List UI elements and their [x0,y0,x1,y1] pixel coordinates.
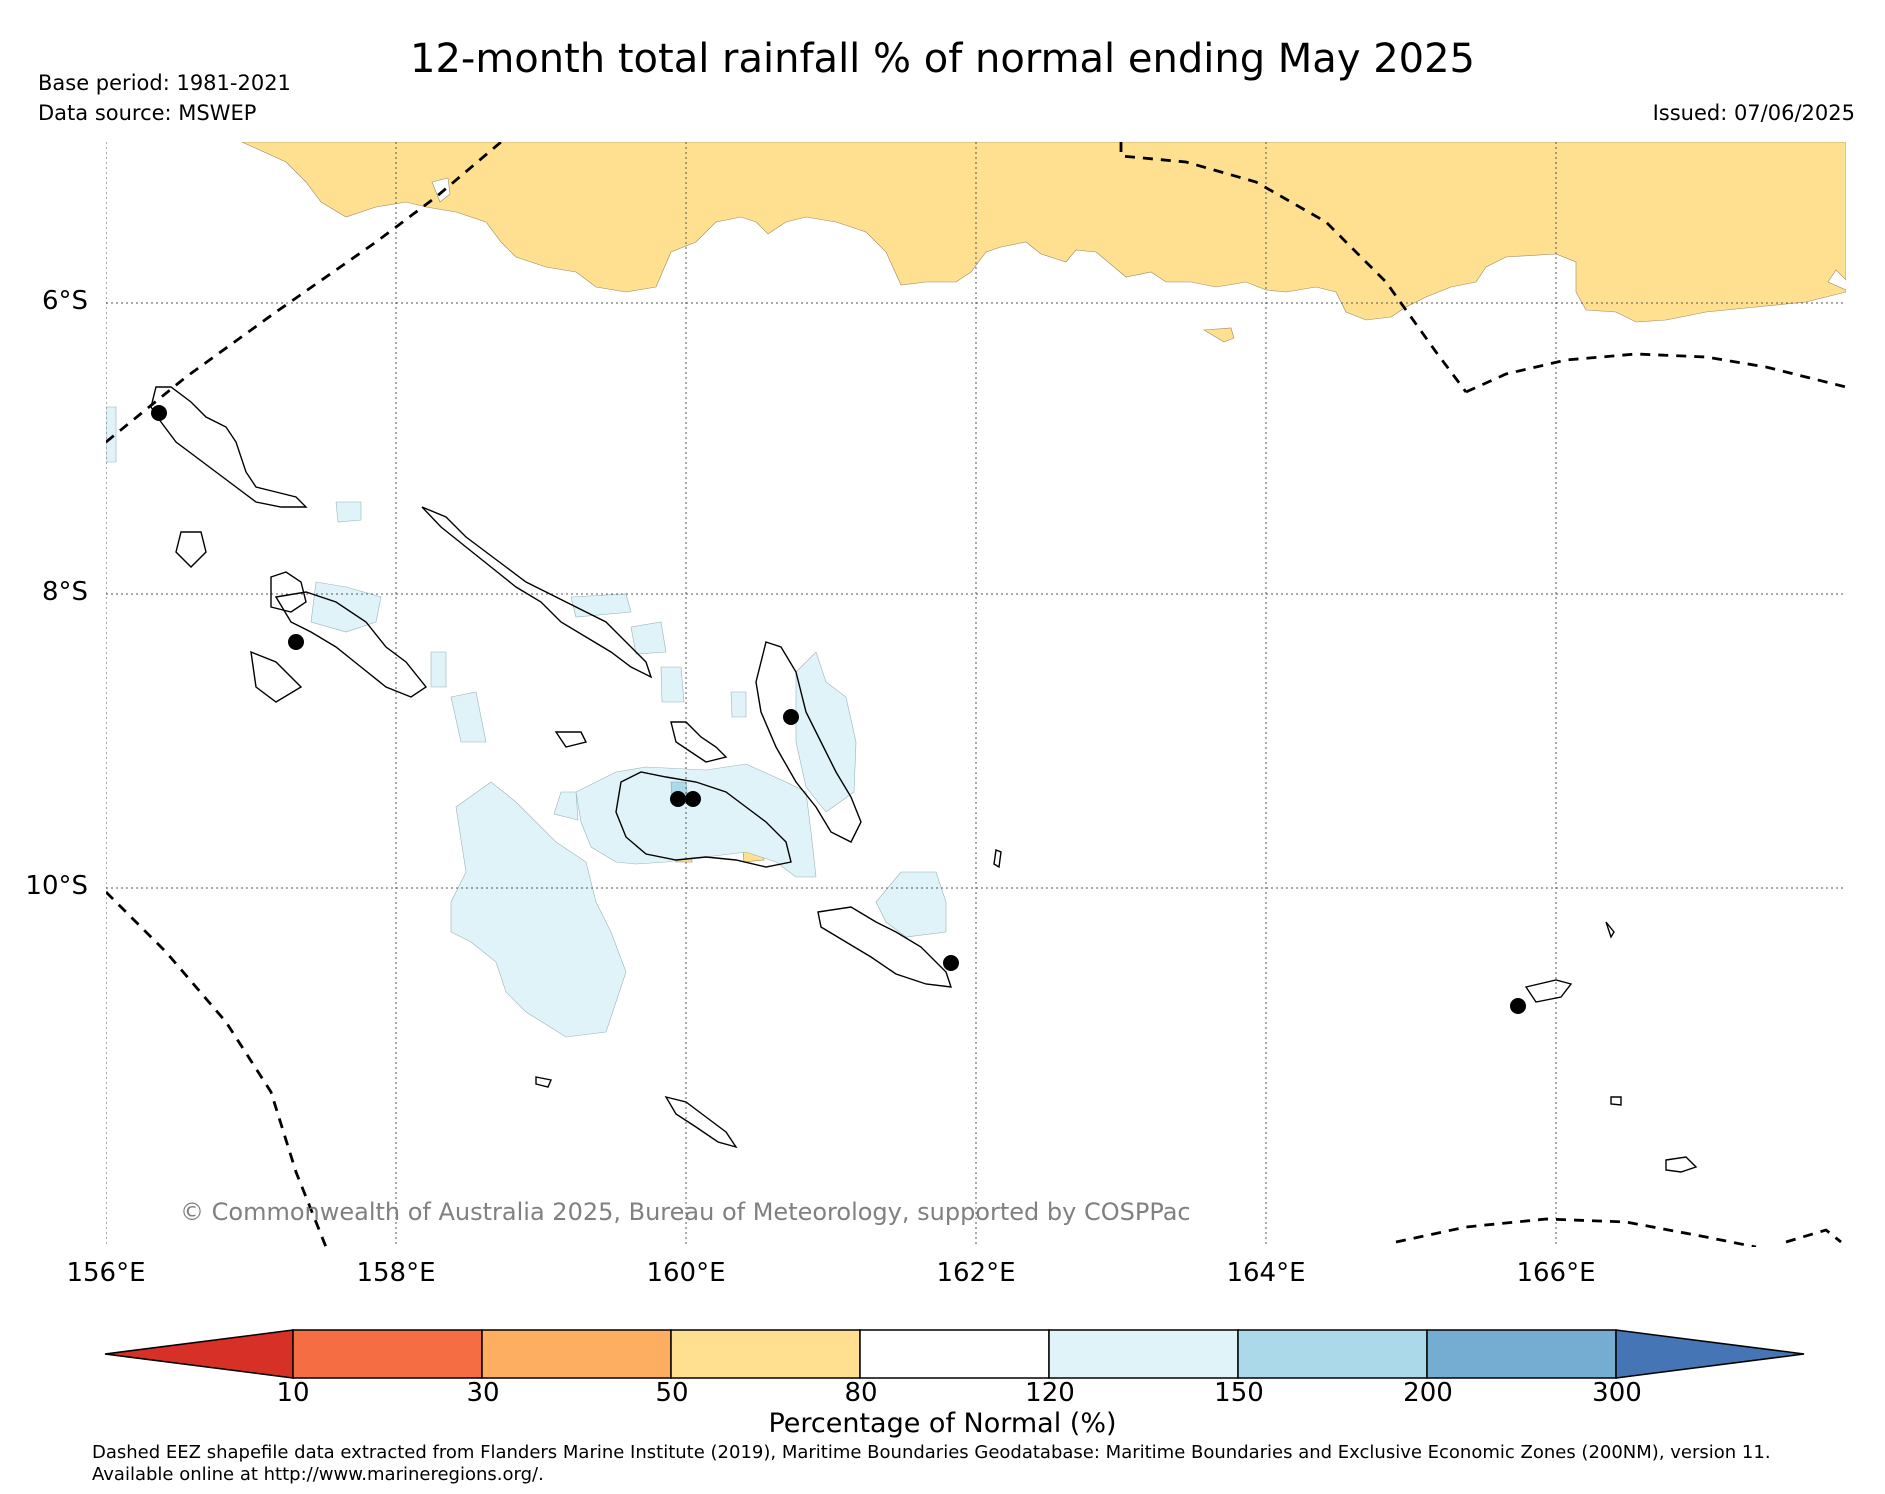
lat-label-10s: 10°S [25,871,88,901]
station-marker [943,955,959,971]
lon-label-164e: 164°E [1226,1258,1306,1288]
wet-region-w3 [570,593,632,618]
colorbar-tick-10: 10 [276,1378,310,1408]
wet-region-large [450,781,627,1038]
station-marker [151,405,167,421]
copyright-notice: © Commonwealth of Australia 2025, Bureau… [180,1198,1191,1226]
wet-region-w7 [430,651,447,688]
colorbar-tick-50: 50 [655,1378,689,1408]
colorbar-segment [1237,1329,1428,1379]
wet-region-center [575,763,817,878]
colorbar-label: Percentage of Normal (%) [768,1408,1117,1439]
colorbar-tick-150: 150 [1214,1378,1264,1408]
base-period: Base period: 1981-2021 [38,71,291,95]
station-marker [288,634,304,650]
lat-label-8s: 8°S [41,577,88,607]
coast-vanikoro [1665,1156,1698,1173]
colorbar-extend-high [1615,1329,1805,1379]
station-marker [670,791,686,807]
coast-bougainville [150,386,308,508]
wet-region-w4 [630,621,667,655]
coast-choiseul [421,506,653,679]
footnote-line-2: Available online at http://www.marinereg… [92,1464,544,1485]
footnote-line-1: Dashed EEZ shapefile data extracted from… [92,1442,1771,1463]
coast-makira [817,906,953,988]
wet-region-east [795,651,857,813]
colorbar-tick-30: 30 [466,1378,500,1408]
colorbar-segments [104,1329,1805,1379]
colorbar-tick-200: 200 [1403,1378,1453,1408]
eez-line-sw [105,891,328,1248]
eez-line-se [1395,1217,1757,1249]
coast-rennell [664,1095,738,1149]
colorbar-svg [104,1329,1805,1379]
coast-santa-isabel-small [250,650,303,703]
graticule [105,142,1846,1247]
colorbar-segment [1426,1329,1617,1379]
colorbar-segment [859,1329,1050,1379]
wet-region-se [875,871,947,938]
coast-vella-lavella [175,531,207,568]
map-frame [105,140,1847,1249]
lon-label-160e: 160°E [646,1258,726,1288]
wet-regions [105,406,947,1038]
lon-label-156e: 156°E [66,1258,146,1288]
footnote: Dashed EEZ shapefile data extracted from… [92,1442,1771,1486]
dry-patch-small [1203,327,1235,343]
colorbar-segment [670,1329,861,1379]
meta-left: Base period: 1981-2021 Data source: MSWE… [38,68,291,128]
coast-russell [554,731,588,748]
wet-region-w1 [310,581,382,633]
wet-region-w9 [730,691,747,718]
wet-region-edge [105,406,117,463]
lat-label-6s: 6°S [41,286,88,316]
map-title: 12-month total rainfall % of normal endi… [410,36,1475,82]
eez-line-east [1465,352,1847,394]
eez-line-nw [105,140,502,444]
coastlines [150,386,1698,1173]
dry-region-north [241,141,1847,323]
coast-new-georgia [270,571,307,613]
colorbar [0,1320,1885,1400]
eez-line-se-2 [1785,1228,1842,1244]
coast-reef-islands [1605,921,1615,939]
lon-label-158e: 158°E [356,1258,436,1288]
coast-florida-islands [670,721,728,763]
data-source: Data source: MSWEP [38,101,257,125]
eez-line-ne [1119,142,1468,393]
lon-label-166e: 166°E [1516,1258,1596,1288]
colorbar-segment [292,1329,483,1379]
station-markers [151,405,1526,1014]
eez-boundaries [105,140,1847,1249]
coast-ndeni [1524,979,1573,1003]
wet-region-w8 [553,791,579,821]
colorbar-tick-120: 120 [1025,1378,1075,1408]
white-hole [431,177,451,203]
issued-date: Issued: 07/06/2025 [1652,101,1855,125]
coast-guadalcanal [615,771,792,868]
coast-utupua [1610,1096,1622,1106]
colorbar-segment [1048,1329,1239,1379]
lon-label-162e: 162°E [936,1258,1016,1288]
coast-malaita [755,641,862,843]
station-marker [783,709,799,725]
colorbar-tick-300: 300 [1592,1378,1642,1408]
coast-ulawa [993,849,1002,869]
station-marker [1510,998,1526,1014]
wet-region-w2 [335,501,362,523]
colorbar-segment [481,1329,672,1379]
map-canvas [105,140,1847,1249]
wet-region-w6 [450,691,487,743]
colorbar-extend-low [104,1329,294,1379]
coast-new-georgia-east [274,591,428,698]
coast-bellona [535,1076,552,1088]
colorbar-tick-80: 80 [844,1378,878,1408]
station-marker [685,791,701,807]
wet-region-w5 [660,666,685,703]
